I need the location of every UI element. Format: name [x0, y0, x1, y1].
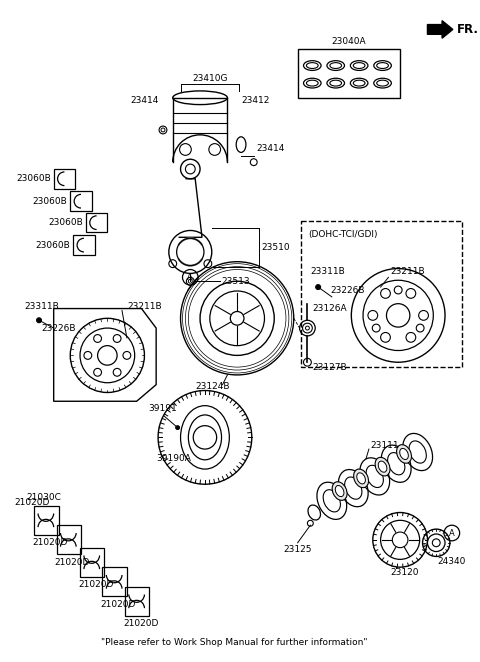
Bar — [125, 587, 149, 616]
Text: 23060B: 23060B — [33, 197, 67, 206]
Bar — [86, 213, 108, 232]
Bar — [57, 525, 81, 555]
Circle shape — [36, 318, 41, 322]
Ellipse shape — [332, 482, 347, 500]
Text: 23311B: 23311B — [24, 302, 59, 311]
Circle shape — [176, 426, 180, 430]
Text: 23125: 23125 — [283, 545, 312, 554]
Text: 23060B: 23060B — [36, 240, 70, 250]
Text: (DOHC-TCI/GDI): (DOHC-TCI/GDI) — [308, 230, 378, 240]
Text: 21020D: 21020D — [55, 558, 90, 567]
Circle shape — [161, 128, 165, 132]
Text: 23414: 23414 — [257, 144, 285, 153]
Bar — [54, 169, 75, 189]
Polygon shape — [428, 21, 453, 38]
Ellipse shape — [378, 461, 387, 472]
Ellipse shape — [396, 445, 411, 463]
Text: 23126A: 23126A — [312, 304, 347, 313]
Text: 23060B: 23060B — [48, 218, 83, 227]
Text: 39190A: 39190A — [156, 454, 191, 463]
Text: FR.: FR. — [457, 23, 479, 36]
Text: 23226B: 23226B — [41, 324, 75, 332]
Text: 23040A: 23040A — [331, 36, 366, 46]
Ellipse shape — [354, 469, 369, 488]
Bar — [73, 236, 95, 255]
Text: "Please refer to Work Shop Manual for further information": "Please refer to Work Shop Manual for fu… — [101, 638, 368, 647]
Ellipse shape — [336, 485, 344, 496]
Bar — [70, 191, 92, 211]
Text: 23211B: 23211B — [390, 267, 425, 276]
Text: 23226B: 23226B — [330, 287, 364, 295]
Text: 23414: 23414 — [131, 96, 159, 105]
Bar — [80, 547, 105, 577]
Circle shape — [316, 285, 321, 289]
Text: 21020D: 21020D — [100, 600, 136, 609]
Text: 23211B: 23211B — [127, 302, 161, 311]
Ellipse shape — [357, 473, 365, 484]
Text: 23120: 23120 — [390, 567, 419, 577]
Bar — [34, 506, 59, 535]
Text: 23410G: 23410G — [192, 73, 228, 83]
Text: 23412: 23412 — [241, 96, 269, 105]
Text: 23127B: 23127B — [312, 363, 347, 371]
Text: A: A — [449, 528, 455, 538]
Bar — [300, 220, 462, 367]
Text: 23510: 23510 — [262, 242, 290, 252]
Bar — [298, 49, 400, 98]
Text: 23124B: 23124B — [195, 382, 230, 391]
Text: 23513: 23513 — [222, 277, 250, 286]
Text: 21020D: 21020D — [78, 580, 113, 589]
Ellipse shape — [375, 457, 390, 476]
Text: A: A — [187, 273, 193, 282]
Text: 21020D: 21020D — [14, 498, 50, 507]
Text: 23311B: 23311B — [311, 267, 345, 276]
Text: 23111: 23111 — [371, 441, 399, 449]
Ellipse shape — [400, 448, 408, 459]
Bar — [102, 567, 127, 596]
Text: 21020D: 21020D — [32, 538, 68, 547]
Text: 39191: 39191 — [148, 404, 177, 412]
Text: 21020D: 21020D — [123, 619, 158, 628]
Text: 24340: 24340 — [437, 557, 466, 566]
Text: 23060B: 23060B — [16, 174, 51, 183]
Text: 21030C: 21030C — [26, 493, 61, 502]
